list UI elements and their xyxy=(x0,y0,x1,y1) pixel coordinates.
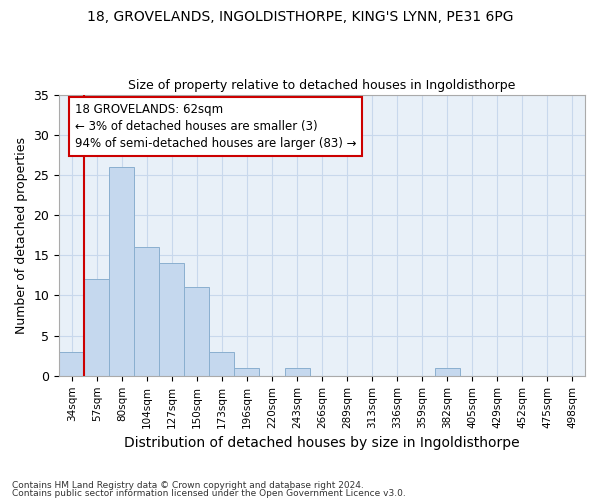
Text: Contains HM Land Registry data © Crown copyright and database right 2024.: Contains HM Land Registry data © Crown c… xyxy=(12,481,364,490)
X-axis label: Distribution of detached houses by size in Ingoldisthorpe: Distribution of detached houses by size … xyxy=(124,436,520,450)
Bar xyxy=(160,264,184,376)
Text: 18 GROVELANDS: 62sqm
← 3% of detached houses are smaller (3)
94% of semi-detache: 18 GROVELANDS: 62sqm ← 3% of detached ho… xyxy=(75,103,356,150)
Title: Size of property relative to detached houses in Ingoldisthorpe: Size of property relative to detached ho… xyxy=(128,79,516,92)
Bar xyxy=(235,368,259,376)
Text: 18, GROVELANDS, INGOLDISTHORPE, KING'S LYNN, PE31 6PG: 18, GROVELANDS, INGOLDISTHORPE, KING'S L… xyxy=(87,10,513,24)
Bar xyxy=(209,352,235,376)
Bar xyxy=(59,352,84,376)
Bar xyxy=(435,368,460,376)
Bar xyxy=(184,288,209,376)
Bar xyxy=(134,247,160,376)
Bar xyxy=(109,167,134,376)
Text: Contains public sector information licensed under the Open Government Licence v3: Contains public sector information licen… xyxy=(12,488,406,498)
Bar xyxy=(284,368,310,376)
Bar xyxy=(84,280,109,376)
Y-axis label: Number of detached properties: Number of detached properties xyxy=(15,136,28,334)
